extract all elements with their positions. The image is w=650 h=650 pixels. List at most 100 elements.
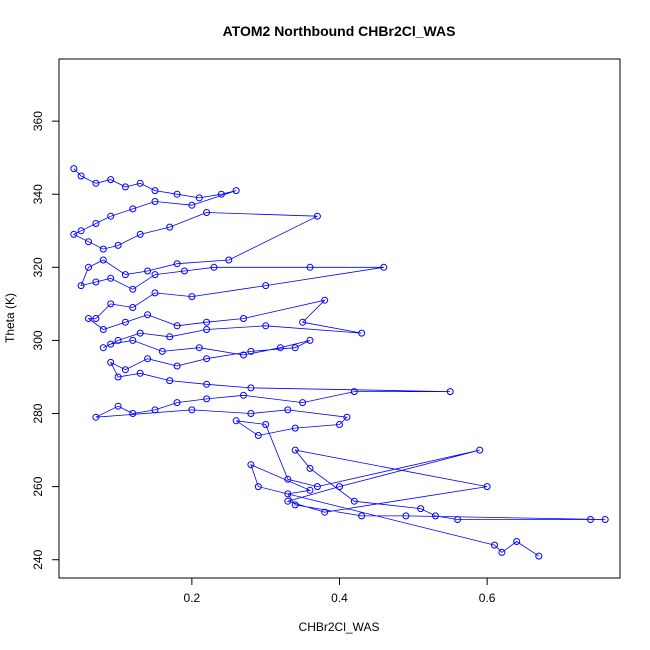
data-point <box>254 432 262 439</box>
data-point <box>336 421 343 428</box>
data-point <box>195 194 203 202</box>
data-point <box>173 322 181 330</box>
data-point <box>92 220 100 227</box>
data-point <box>284 490 292 498</box>
data-point <box>107 176 115 184</box>
y-tick-label: 300 <box>31 330 45 350</box>
data-point <box>77 172 85 180</box>
data-point <box>291 501 299 509</box>
data-point <box>232 417 240 425</box>
x-axis-label: CHBr2Cl_WAS <box>299 620 380 634</box>
data-point <box>321 296 329 304</box>
data-point <box>114 402 122 410</box>
data-point <box>306 263 314 271</box>
data-point <box>70 230 78 238</box>
x-axis: 0.2 0.4 0.6 <box>184 577 496 605</box>
data-point <box>291 344 299 352</box>
data-point <box>203 355 211 363</box>
x-tick-label: 0.4 <box>331 591 348 605</box>
data-point <box>85 238 92 246</box>
data-point <box>446 388 454 396</box>
data-point <box>107 340 115 348</box>
data-point <box>173 190 181 198</box>
data-point <box>299 318 307 326</box>
data-point <box>99 256 107 264</box>
data-point <box>166 377 174 385</box>
chart-title: ATOM2 Northbound CHBr2Cl_WAS <box>223 23 456 39</box>
data-point <box>129 336 137 344</box>
data-point <box>158 347 166 355</box>
data-point <box>107 358 115 366</box>
data-point <box>107 212 115 220</box>
y-axis: 240 260 280 300 320 340 360 <box>31 111 60 570</box>
data-point <box>350 497 358 505</box>
data-point <box>92 315 100 322</box>
data-point <box>587 516 594 523</box>
data-point <box>491 541 498 549</box>
data-point <box>129 205 137 213</box>
data-point <box>232 187 240 195</box>
data-point <box>247 347 255 355</box>
data-point <box>99 326 107 333</box>
data-point <box>92 278 100 286</box>
data-point <box>306 464 314 472</box>
data-point <box>136 179 144 187</box>
data-point <box>247 410 255 417</box>
data-point <box>188 201 196 209</box>
data-point <box>144 355 152 363</box>
data-point <box>336 483 343 491</box>
data-point <box>262 282 270 290</box>
data-point <box>129 285 137 293</box>
data-point <box>240 315 247 322</box>
x-tick-label: 0.2 <box>184 591 201 605</box>
data-point <box>313 212 321 220</box>
data-point <box>247 461 255 469</box>
data-point <box>291 446 299 454</box>
data-point <box>254 483 262 491</box>
y-tick-label: 240 <box>31 549 45 569</box>
data-point <box>262 322 270 330</box>
data-point <box>173 260 181 268</box>
data-point <box>114 373 122 381</box>
data-point <box>498 548 506 556</box>
data-point <box>144 267 152 275</box>
y-tick-label: 360 <box>31 111 45 131</box>
series-line <box>72 168 606 557</box>
data-point <box>240 351 247 359</box>
data-point <box>535 552 543 560</box>
data-point <box>99 245 107 253</box>
data-point <box>151 271 159 279</box>
data-point <box>321 508 329 516</box>
data-point <box>476 446 484 454</box>
data-point <box>77 227 85 235</box>
data-point <box>107 300 115 308</box>
data-point <box>92 179 100 187</box>
data-point <box>166 333 174 341</box>
data-point <box>121 183 129 191</box>
data-point <box>195 344 203 352</box>
data-point <box>291 424 299 432</box>
data-point <box>203 209 211 216</box>
data-point <box>247 384 255 392</box>
data-point <box>136 369 144 377</box>
y-axis-label: Theta (K) <box>3 293 17 343</box>
data-point <box>402 512 410 520</box>
data-point <box>601 516 609 523</box>
data-point <box>240 391 247 399</box>
data-point <box>99 344 107 352</box>
data-point <box>358 512 366 520</box>
data-point <box>85 263 92 271</box>
data-point <box>129 410 137 417</box>
data-point <box>299 399 307 407</box>
data-point <box>114 336 122 344</box>
data-point <box>225 256 233 264</box>
data-point <box>217 190 225 198</box>
data-point <box>417 505 425 513</box>
data-point <box>203 395 211 403</box>
y-tick-label: 260 <box>31 476 45 496</box>
data-point <box>181 267 188 275</box>
plot-frame <box>58 58 621 579</box>
data-point <box>203 326 211 333</box>
data-point <box>70 165 78 173</box>
